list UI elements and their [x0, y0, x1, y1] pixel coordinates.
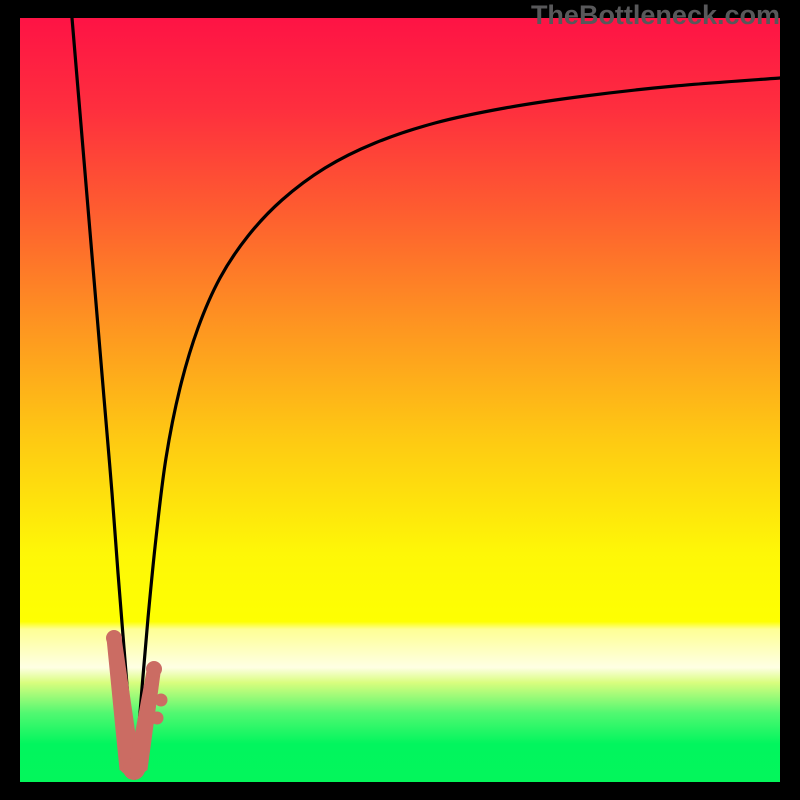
overlay-dot: [106, 630, 122, 646]
overlay-dot: [146, 661, 162, 677]
curve-path: [72, 18, 135, 778]
overlay-dot: [123, 758, 145, 780]
overlay-shape: [129, 668, 161, 771]
overlay-shape: [120, 767, 148, 776]
curve-path: [135, 78, 780, 778]
plot-area: [20, 18, 780, 782]
overlay-dot: [151, 712, 164, 725]
overlay-shape: [107, 637, 141, 770]
overlay-dot: [155, 694, 168, 707]
chart-svg: [20, 18, 780, 782]
watermark-text: TheBottleneck.com: [531, 0, 780, 31]
